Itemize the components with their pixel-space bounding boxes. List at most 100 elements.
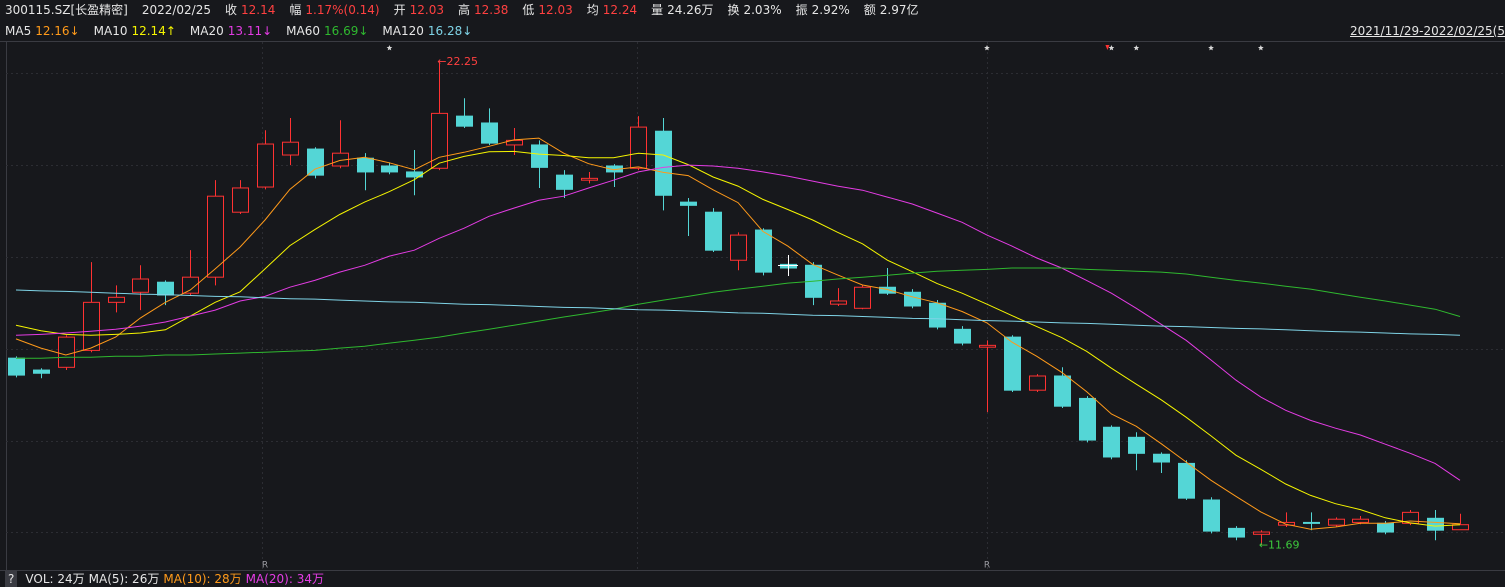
candle-body (1153, 453, 1170, 463)
field-label: 收 (225, 3, 238, 17)
ma-legend: MA5 12.16↓ MA10 12.14↑ MA20 13.11↓ MA60 16.69↓ M… (5, 21, 476, 41)
help-button[interactable]: ? (5, 571, 18, 587)
ma-line (15, 137, 1461, 530)
legend-name: MA5 (5, 24, 32, 38)
legend-value: 16.69↓ (324, 24, 369, 38)
volume-item: MA(10): 28万 (163, 572, 242, 586)
candle-body (854, 286, 871, 309)
field-value: 1.17%(0.14) (305, 3, 380, 17)
volume-header: ? VOL: 24万 MA(5): 26万 MA(10): 28万 MA(20): 3… (5, 571, 328, 587)
candle-body (556, 174, 573, 190)
candle-body (680, 201, 697, 206)
candle-body (1178, 462, 1195, 499)
field-label: 低 (522, 3, 535, 17)
candle-body (8, 357, 25, 376)
candle-body (954, 328, 971, 344)
candle-body (1328, 518, 1345, 526)
candles (8, 62, 1469, 546)
candle-body (1054, 375, 1071, 407)
event-star (1133, 45, 1140, 51)
candle-body (1352, 518, 1369, 523)
candle-body (33, 369, 50, 374)
candle-body (232, 187, 249, 213)
candle-body (755, 229, 772, 273)
candle-body (506, 139, 523, 146)
candle-body (1029, 375, 1046, 391)
candle-body (1228, 527, 1245, 538)
candle-body (904, 291, 921, 307)
candle-body (1278, 521, 1295, 526)
event-star (1105, 45, 1110, 50)
candle-body (182, 276, 199, 294)
candle-body (108, 296, 125, 303)
candle-body (531, 144, 548, 168)
candle-body (879, 286, 896, 294)
legend-value: 12.14↑ (131, 24, 176, 38)
quote-date: 2022/02/25 (141, 3, 211, 17)
event-star (1108, 45, 1115, 51)
event-star (984, 45, 990, 51)
legend-name: MA10 (93, 24, 128, 38)
volume-item: MA(5): 26万 (88, 572, 160, 586)
candle-body (929, 302, 946, 328)
field-value: 24.26万 (667, 3, 714, 17)
ma-line (15, 150, 1461, 527)
price-callout: ←11.69 (1259, 538, 1300, 551)
candle-body (83, 301, 100, 351)
field-value: 2.92% (811, 3, 850, 17)
candle-body (979, 344, 996, 348)
candle-body (705, 211, 722, 251)
date-range[interactable]: 2021/11/29-2022/02/25(5 (1350, 24, 1505, 38)
candle-body (481, 122, 498, 144)
field-value: 2.03% (743, 3, 782, 17)
candle-body (1203, 499, 1220, 532)
candle-body (257, 143, 274, 188)
field-value: 12.03 (538, 3, 573, 17)
field-label: 换 (727, 3, 740, 17)
quote-header: 300115.SZ[长盈精密] 2022/02/25 收 12.14 幅 1.17%(… (5, 0, 923, 20)
field-value: 12.38 (473, 3, 509, 17)
field-value: 12.24 (602, 3, 638, 17)
candle-body (581, 177, 598, 181)
stock-code: 300115.SZ[长盈精密] (5, 3, 128, 17)
candle-body (1103, 426, 1120, 458)
candle-body (1128, 436, 1145, 454)
candle-body (1427, 517, 1444, 531)
field-label: 量 (651, 3, 664, 17)
legend-value: 12.16↓ (35, 24, 80, 38)
candle-body (157, 281, 174, 296)
field-label: 均 (586, 3, 599, 17)
field-label: 振 (795, 3, 808, 17)
candle-body (456, 115, 473, 127)
candle-body (381, 165, 398, 173)
candle-body (357, 157, 374, 173)
legend-value: 13.11↓ (227, 24, 273, 38)
event-star (386, 45, 393, 51)
event-star (1258, 45, 1264, 51)
candle-body (431, 112, 448, 169)
volume-item: MA(20): 34万 (245, 572, 324, 586)
ma-line (15, 289, 1461, 336)
candle-body (132, 278, 149, 293)
candle-body (1303, 521, 1320, 524)
candle-body (1004, 336, 1021, 391)
ma-lines (15, 137, 1461, 530)
candle-body (655, 130, 672, 196)
event-star (1208, 45, 1214, 51)
ma-line (16, 267, 1461, 359)
field-label: 高 (457, 3, 470, 17)
candle-body (207, 195, 224, 278)
r-mark: R (984, 561, 990, 571)
candle-body (307, 148, 324, 176)
field-value: 12.14 (241, 3, 276, 17)
legend-name: MA20 (189, 24, 224, 38)
field-label: 幅 (289, 3, 302, 17)
chart-extras: ←22.25 ←11.69 R R (262, 45, 1300, 571)
legend-value: 16.28↓ (427, 24, 473, 38)
candle-body (1079, 397, 1096, 441)
candle-body (1452, 524, 1469, 531)
candle-body (282, 141, 299, 156)
price-callout: ←22.25 (437, 55, 478, 68)
